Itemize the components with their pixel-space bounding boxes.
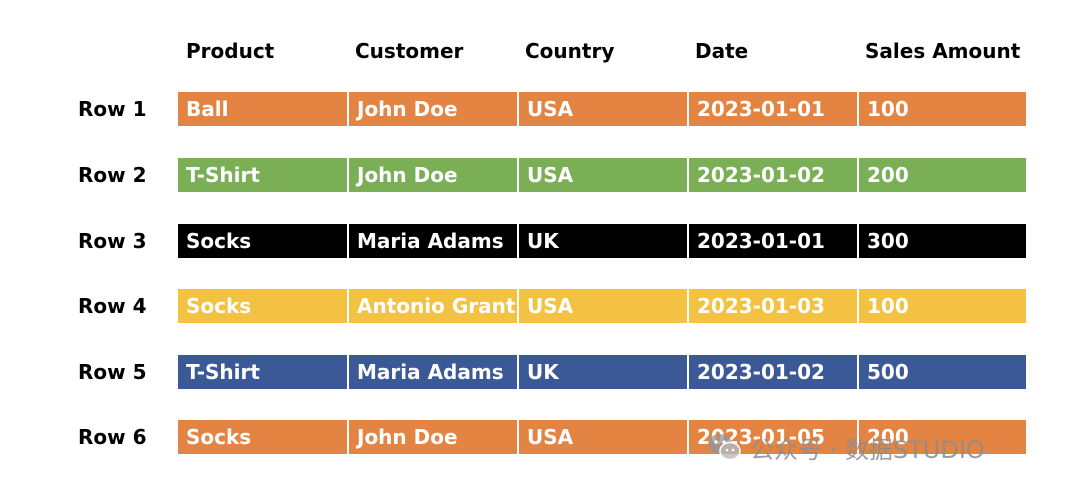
row-label: Row 2 bbox=[78, 163, 147, 187]
cell-sales-amount: 500 bbox=[857, 355, 1026, 389]
cell-date: 2023-01-01 bbox=[687, 224, 857, 258]
cell-product: Socks bbox=[178, 224, 347, 258]
cell-customer: John Doe bbox=[347, 92, 517, 126]
cell-customer: Antonio Grant bbox=[347, 289, 517, 323]
cell-country: USA bbox=[517, 420, 687, 454]
header-sales-amount: Sales Amount bbox=[865, 39, 1021, 63]
cell-customer: Maria Adams bbox=[347, 355, 517, 389]
wechat-icon bbox=[708, 434, 741, 461]
header-date: Date bbox=[695, 39, 749, 63]
cell-product: Ball bbox=[178, 92, 347, 126]
table-header: Product Customer Country Date Sales Amou… bbox=[178, 36, 1026, 66]
table-row: T-Shirt Maria Adams UK 2023-01-02 500 bbox=[178, 355, 1026, 389]
header-country: Country bbox=[525, 39, 615, 63]
cell-product: T-Shirt bbox=[178, 355, 347, 389]
cell-country: UK bbox=[517, 355, 687, 389]
row-label: Row 5 bbox=[78, 360, 147, 384]
cell-product: Socks bbox=[178, 420, 347, 454]
watermark-text: 公众号 · 数据STUDIO bbox=[750, 435, 985, 464]
row-label: Row 1 bbox=[78, 97, 147, 121]
cell-product: Socks bbox=[178, 289, 347, 323]
table-row: Ball John Doe USA 2023-01-01 100 bbox=[178, 92, 1026, 126]
header-customer: Customer bbox=[355, 39, 464, 63]
cell-sales-amount: 100 bbox=[857, 289, 1026, 323]
row-label: Row 3 bbox=[78, 229, 147, 253]
cell-date: 2023-01-03 bbox=[687, 289, 857, 323]
cell-country: UK bbox=[517, 224, 687, 258]
cell-product: T-Shirt bbox=[178, 158, 347, 192]
cell-date: 2023-01-02 bbox=[687, 158, 857, 192]
cell-customer: Maria Adams bbox=[347, 224, 517, 258]
table-row: Socks Maria Adams UK 2023-01-01 300 bbox=[178, 224, 1026, 258]
watermark: 公众号 · 数据STUDIO bbox=[706, 429, 985, 465]
row-label: Row 6 bbox=[78, 425, 147, 449]
cell-customer: John Doe bbox=[347, 158, 517, 192]
cell-country: USA bbox=[517, 289, 687, 323]
header-product: Product bbox=[186, 39, 275, 63]
cell-country: USA bbox=[517, 92, 687, 126]
cell-customer: John Doe bbox=[347, 420, 517, 454]
cell-country: USA bbox=[517, 158, 687, 192]
table-row: Socks Antonio Grant USA 2023-01-03 100 bbox=[178, 289, 1026, 323]
cell-sales-amount: 200 bbox=[857, 158, 1026, 192]
cell-sales-amount: 200 bbox=[857, 420, 1026, 454]
cell-sales-amount: 300 bbox=[857, 224, 1026, 258]
cell-date: 2023-01-01 bbox=[687, 92, 857, 126]
cell-date: 2023-01-02 bbox=[687, 355, 857, 389]
row-label: Row 4 bbox=[78, 294, 147, 318]
cell-sales-amount: 100 bbox=[857, 92, 1026, 126]
table-row: T-Shirt John Doe USA 2023-01-02 200 bbox=[178, 158, 1026, 192]
